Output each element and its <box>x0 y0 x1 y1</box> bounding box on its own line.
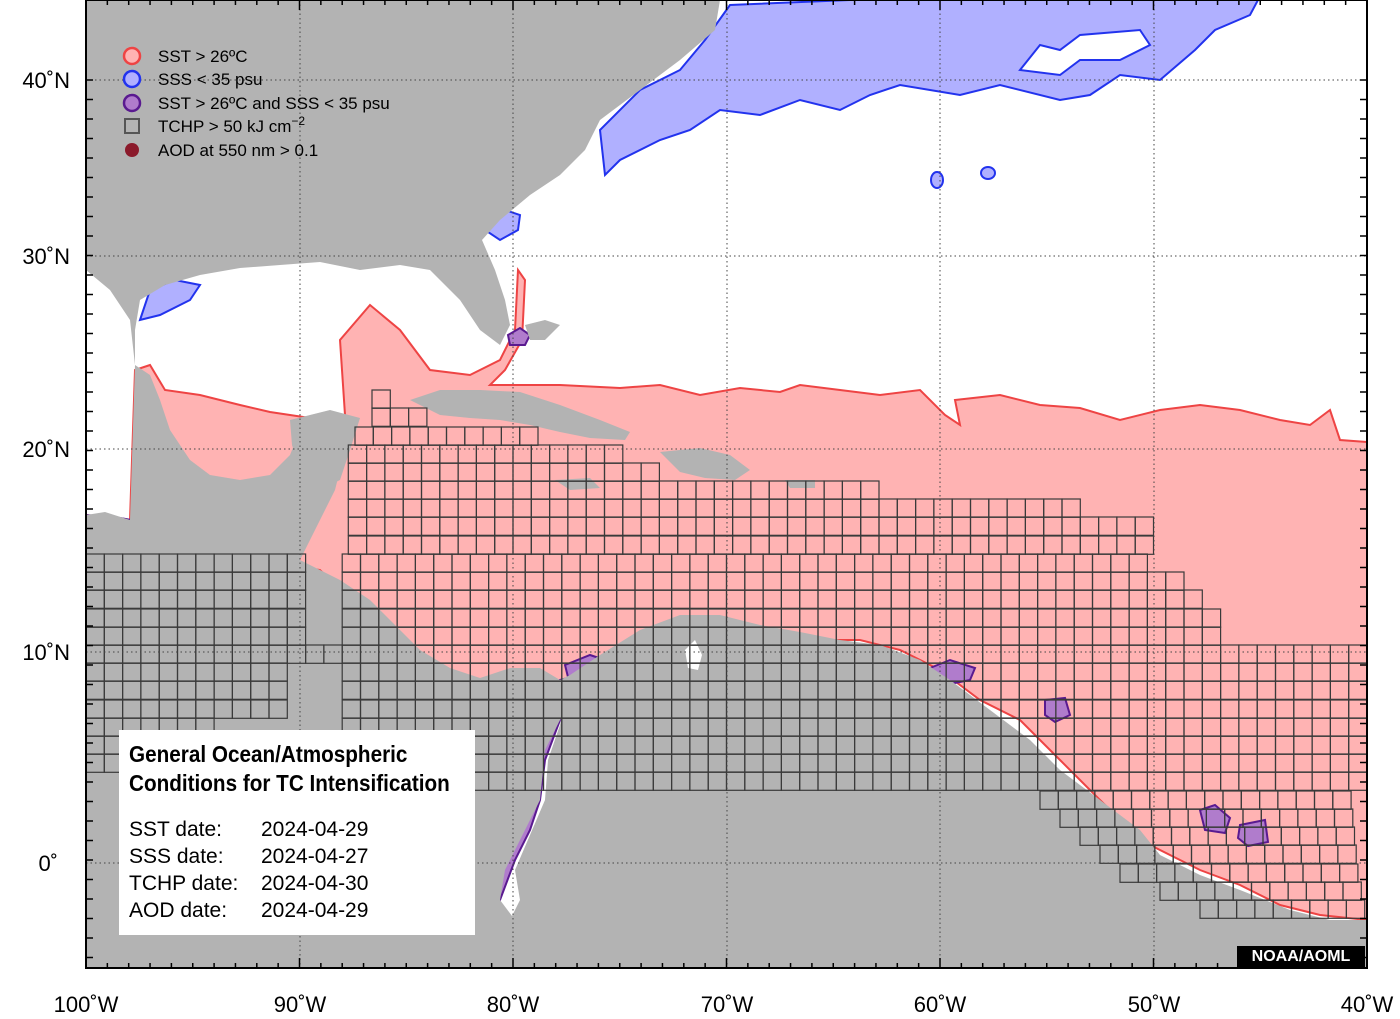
land-cuba <box>410 390 630 440</box>
lat-label-0: 0˚ <box>38 851 58 876</box>
sss-region-hole <box>1018 28 1152 77</box>
info-value-tchp: 2024-04-30 <box>261 872 369 895</box>
credit-label: NOAA/AOML <box>1237 946 1365 968</box>
legend-sst-marker <box>122 46 142 66</box>
legend-sss-label: SSS < 35 psu <box>158 70 262 89</box>
tchp-cell <box>1134 516 1155 536</box>
lon-label-60w: 60˚W <box>914 992 967 1017</box>
info-title-line1: General Ocean/Atmospheric <box>129 741 408 767</box>
land-bahamas <box>525 320 560 340</box>
info-key-sst: SST date: <box>129 818 223 841</box>
info-key-sss: SSS date: <box>129 845 224 868</box>
land-puerto-rico <box>785 480 815 488</box>
info-title-line2: Conditions for TC Intensification <box>129 770 450 796</box>
info-row-sst: SST date: 2024-04-29 <box>129 818 368 842</box>
info-key-aod: AOD date: <box>129 899 228 922</box>
info-value-sst: 2024-04-29 <box>261 818 369 841</box>
info-row-sss: SSS date: 2024-04-27 <box>129 845 368 869</box>
legend: SST > 26ºC SSS < 35 psu SST > 26ºC and S… <box>122 46 390 160</box>
land-north-america <box>86 0 720 968</box>
info-value-aod: 2024-04-29 <box>261 899 369 922</box>
latitude-labels: 40˚N 30˚N 20˚N 10˚N 0˚ <box>22 68 70 876</box>
info-key-tchp: TCHP date: <box>129 872 239 895</box>
sss-patch-small-1 <box>930 171 944 189</box>
lat-label-30n: 30˚N <box>22 244 70 269</box>
legend-sst-label: SST > 26ºC <box>158 47 248 66</box>
lat-label-40n: 40˚N <box>22 68 70 93</box>
land-south-america <box>490 615 1367 968</box>
info-box: General Ocean/Atmospheric Conditions for… <box>119 730 475 935</box>
info-row-tchp: TCHP date: 2024-04-30 <box>129 872 368 896</box>
info-value-sss: 2024-04-27 <box>261 845 369 868</box>
legend-sst-sss-label: SST > 26ºC and SSS < 35 psu <box>158 94 390 113</box>
legend-tchp-label: TCHP > 50 kJ cm−2 <box>158 114 305 136</box>
legend-sss-marker <box>122 69 142 89</box>
lon-label-90w: 90˚W <box>274 992 327 1017</box>
lat-label-20n: 20˚N <box>22 437 70 462</box>
lon-label-40w: 40˚W <box>1341 992 1394 1017</box>
tchp-cell <box>408 407 428 427</box>
legend-tchp-marker <box>124 118 140 134</box>
lat-label-10n: 10˚N <box>22 640 70 665</box>
longitude-labels: 100˚W 90˚W 80˚W 70˚W 60˚W 50˚W 40˚W <box>54 992 1394 1017</box>
sss-patch-small-2 <box>980 166 996 180</box>
tchp-cell <box>268 680 288 700</box>
legend-aod-label: AOD at 550 nm > 0.1 <box>158 141 318 160</box>
axis-ticks <box>85 0 1368 968</box>
info-title: General Ocean/Atmospheric Conditions for… <box>129 740 450 798</box>
lon-label-80w: 80˚W <box>487 992 540 1017</box>
sst-sss-patch-florida <box>506 326 532 346</box>
lon-label-70w: 70˚W <box>701 992 754 1017</box>
tchp-cell <box>268 699 288 719</box>
lon-label-100w: 100˚W <box>54 992 119 1017</box>
legend-sst-sss-marker <box>122 93 142 113</box>
info-row-aod: AOD date: 2024-04-29 <box>129 899 368 923</box>
tchp-grid <box>86 389 1367 919</box>
land <box>86 0 1367 968</box>
land-hispaniola <box>660 448 750 480</box>
tchp-cell <box>286 589 307 609</box>
land-yucatan <box>290 410 360 490</box>
lon-label-50w: 50˚W <box>1128 992 1181 1017</box>
legend-aod-marker <box>125 143 139 157</box>
tchp-cell <box>1345 899 1366 919</box>
tchp-cell <box>1183 589 1203 609</box>
